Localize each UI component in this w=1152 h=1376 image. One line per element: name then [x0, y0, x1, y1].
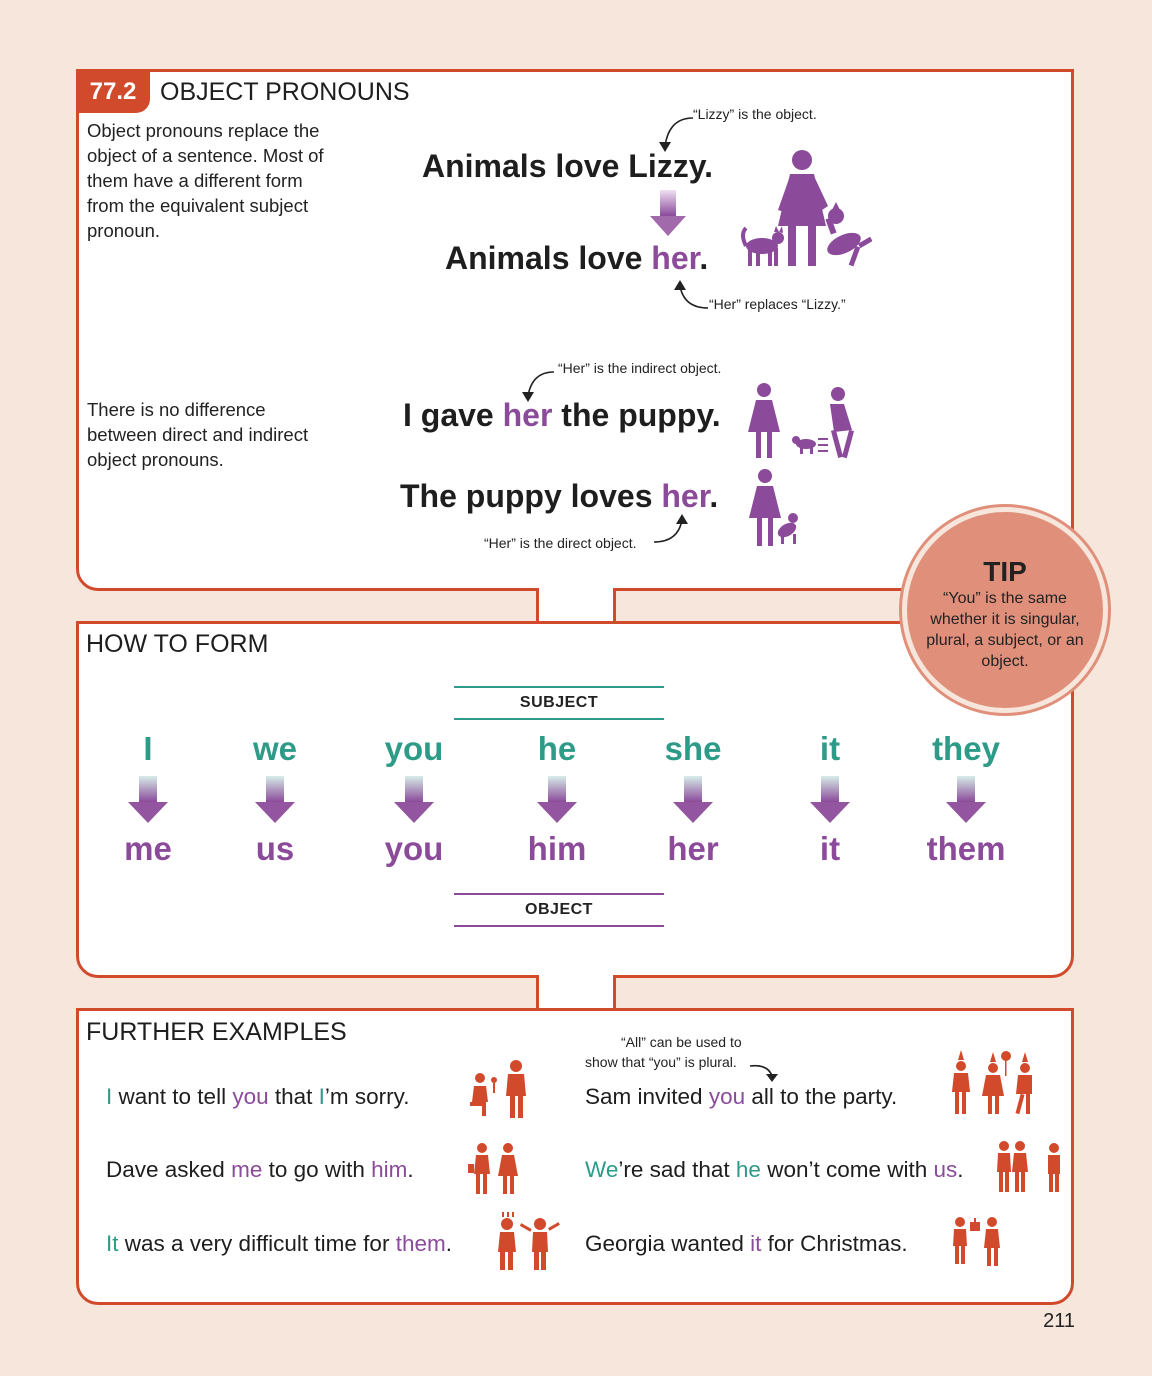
curved-arrow-icon — [653, 514, 688, 543]
pronoun-pair: it it — [770, 730, 890, 868]
down-arrow-icon — [394, 776, 434, 823]
pronoun-pair: she her — [633, 730, 753, 868]
sentence-the-puppy-loves-her: The puppy loves her. — [400, 478, 719, 514]
woman-with-pets-icon — [741, 150, 872, 267]
sad-people-icon — [997, 1141, 1060, 1192]
example-sentence-3: It was a very difficult time for them. — [106, 1231, 452, 1256]
subject-pronoun: he — [537, 730, 577, 767]
girl-with-puppy-icon — [749, 469, 798, 546]
tip-text: “You” is the same whether it is singular… — [926, 590, 1084, 670]
subject-pronoun: they — [932, 730, 1000, 767]
object-pronoun: me — [124, 830, 172, 867]
down-arrow-icon — [255, 776, 295, 823]
pronoun-pair: he him — [497, 730, 617, 868]
party-people-icon — [952, 1050, 1032, 1115]
page-number: 211 — [1043, 1310, 1075, 1332]
couple-walking-icon — [468, 1143, 518, 1194]
note-all-line2: show that “you” is plural. — [585, 1054, 737, 1070]
curved-arrow-icon — [659, 117, 694, 152]
object-pronoun: her — [667, 830, 719, 867]
apology-people-icon — [470, 1060, 526, 1118]
subject-pronoun: it — [819, 730, 841, 767]
note-indirect-object: “Her” is the indirect object. — [558, 360, 722, 376]
sentence-animals-love-her: Animals love her. — [445, 240, 709, 276]
gift-giving-icon — [953, 1217, 1000, 1266]
subject-pronoun: she — [664, 730, 722, 767]
intro-text-2: There is no difference between direct an… — [87, 399, 309, 470]
note-direct-object: “Her” is the direct object. — [484, 535, 637, 551]
object-pronouns-panel — [76, 69, 1074, 591]
section-title: OBJECT PRONOUNS — [160, 78, 410, 106]
pronoun-pair: we us — [215, 730, 335, 868]
how-to-form-title: HOW TO FORM — [86, 630, 269, 658]
curved-arrow-icon — [522, 371, 555, 402]
curved-arrow-icon — [674, 280, 709, 309]
tip-callout: TIP “You” is the same whether it is sing… — [902, 507, 1108, 713]
subject-pronoun: I — [143, 730, 153, 767]
object-pronoun: you — [384, 830, 444, 867]
example-sentence-6: Georgia wanted it for Christmas. — [585, 1231, 908, 1256]
section-number-badge: 77.2 — [76, 71, 150, 113]
further-examples-title: FURTHER EXAMPLES — [86, 1018, 347, 1046]
object-pronoun: it — [819, 830, 841, 867]
pronoun-pair: you you — [354, 730, 474, 868]
panel-connector — [536, 975, 616, 1011]
down-arrow-icon — [537, 776, 577, 823]
subject-pronoun: we — [252, 730, 298, 767]
down-arrow-icon — [128, 776, 168, 823]
example-sentence-1: I want to tell you that I’m sorry. — [106, 1084, 410, 1109]
example-sentence-4: Sam invited you all to the party. — [585, 1084, 898, 1109]
object-pronoun: us — [255, 830, 295, 867]
example-sentence-2: Dave asked me to go with him. — [106, 1157, 414, 1182]
down-arrow-icon — [810, 776, 850, 823]
sentence-animals-love-lizzy: Animals love Lizzy. — [422, 148, 714, 184]
curved-arrow-icon — [749, 1064, 778, 1082]
how-to-form-panel — [76, 621, 1074, 978]
intro-text: Object pronouns replace the object of a … — [87, 120, 324, 241]
stressed-people-icon — [498, 1212, 560, 1270]
down-arrow-icon — [673, 776, 713, 823]
object-pronoun: him — [527, 830, 587, 867]
object-pronoun: them — [926, 830, 1006, 867]
note-her-replaces-lizzy: “Her” replaces “Lizzy.” — [709, 296, 846, 312]
object-label: OBJECT — [454, 893, 664, 927]
sentence-i-gave-her-the-puppy: I gave her the puppy. — [403, 397, 721, 433]
down-arrow-icon — [650, 190, 686, 236]
down-arrow-icon — [946, 776, 986, 823]
note-all-line1: “All” can be used to — [621, 1034, 742, 1050]
pronoun-pair: they them — [906, 730, 1026, 868]
subject-pronoun: you — [384, 730, 444, 767]
note-lizzy-object: “Lizzy” is the object. — [693, 106, 817, 122]
further-examples-panel — [76, 1008, 1074, 1305]
giving-puppy-icon — [748, 383, 855, 459]
subject-label: SUBJECT — [454, 686, 664, 720]
tip-title: TIP — [983, 556, 1027, 587]
panel-connector — [536, 588, 616, 624]
example-sentence-5: We’re sad that he won’t come with us. — [585, 1157, 964, 1182]
